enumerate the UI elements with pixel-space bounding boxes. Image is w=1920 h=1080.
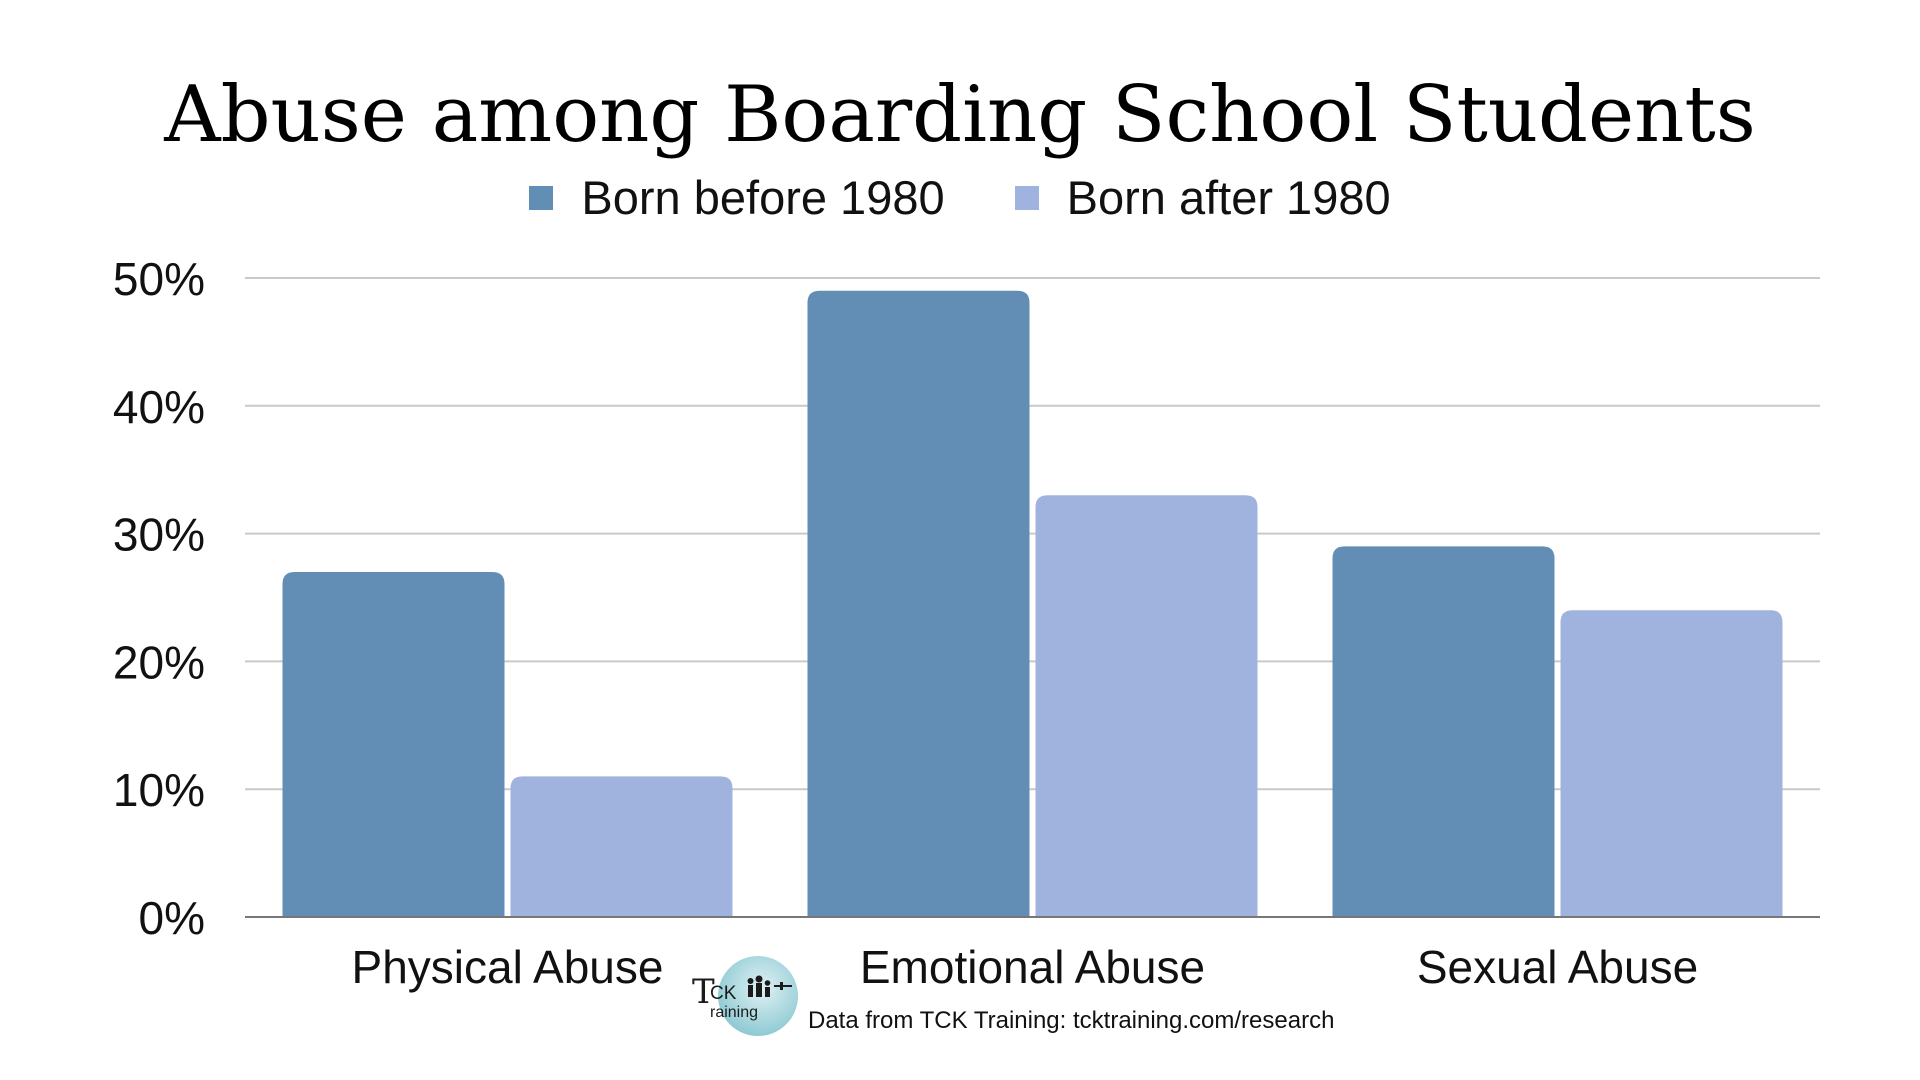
- logo-text-raining: raining: [710, 1004, 758, 1021]
- bar: [1560, 610, 1783, 917]
- y-tick-label: 30%: [113, 509, 205, 561]
- logo-letter-t: T: [692, 972, 715, 1012]
- legend-swatch-series-2: [1014, 185, 1039, 210]
- bar: [510, 776, 733, 917]
- logo-text-ck: CK: [710, 983, 737, 1004]
- bar: [1332, 546, 1555, 917]
- y-tick-label: 0%: [139, 892, 205, 944]
- bar: [807, 290, 1030, 917]
- y-tick-label: 20%: [113, 636, 205, 688]
- legend-item-series-1: Born before 1980: [529, 170, 945, 225]
- legend-item-series-2: Born after 1980: [1014, 170, 1391, 225]
- x-tick-label: Sexual Abuse: [1417, 941, 1698, 993]
- legend: Born before 1980 Born after 1980: [0, 170, 1920, 225]
- y-tick-label: 40%: [113, 381, 205, 433]
- legend-label-series-2: Born after 1980: [1066, 171, 1391, 224]
- legend-label-series-1: Born before 1980: [581, 171, 945, 224]
- x-tick-label: Emotional Abuse: [860, 941, 1205, 993]
- y-tick-label: 10%: [113, 764, 205, 816]
- x-tick-label: Physical Abuse: [352, 941, 664, 993]
- tck-training-logo: T CK raining: [692, 956, 798, 1036]
- legend-swatch-series-1: [529, 185, 554, 210]
- source-note: Data from TCK Training: tcktraining.com/…: [808, 1007, 1335, 1034]
- footer: T CK raining Data from TCK Training: tck…: [690, 955, 1334, 1037]
- y-tick-label: 50%: [113, 253, 205, 305]
- chart-title: Abuse among Boarding School Students: [164, 70, 1756, 160]
- bar: [1035, 495, 1258, 917]
- bar: [282, 571, 505, 917]
